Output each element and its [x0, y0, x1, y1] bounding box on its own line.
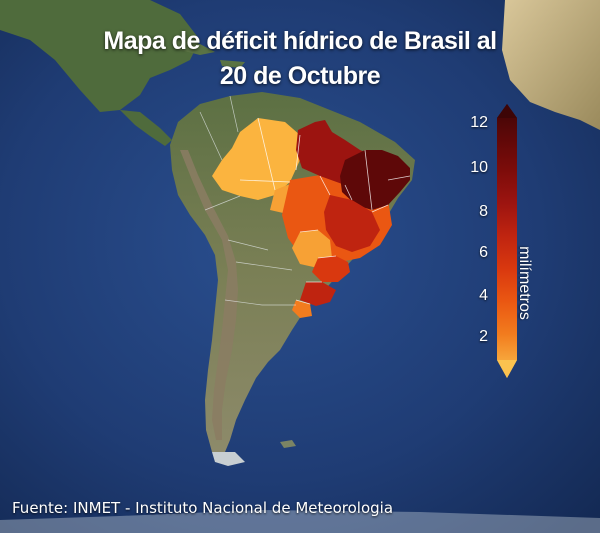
map-title-line-1: Mapa de déficit hídrico de Brasil al [103, 27, 497, 55]
andes-ridge [180, 150, 238, 440]
country-borders [199, 95, 296, 306]
deficit-zone-extreme-northeast [340, 150, 410, 210]
source-credit: Fuente: INMET - Instituto Nacional de Me… [12, 499, 394, 517]
tierra-del-fuego [212, 452, 245, 466]
legend-tick-2: 2 [479, 328, 488, 345]
legend-tick-12: 12 [470, 114, 488, 131]
legend-tick-8: 8 [479, 203, 488, 220]
legend-bottom-arrow [497, 360, 517, 378]
africa-landmass [502, 0, 600, 130]
legend-bar [497, 104, 517, 378]
legend-colorbar [497, 104, 517, 378]
legend-tick-6: 6 [479, 244, 488, 261]
legend-tick-4: 4 [479, 287, 488, 304]
deficit-zone-southeast [312, 256, 350, 282]
deficit-zone-high-interior [324, 195, 380, 252]
falkland-islands [280, 440, 296, 448]
antarctic-ice [0, 510, 600, 533]
legend-unit-label: milímetros [516, 246, 533, 320]
brazil-deficit-overlay [212, 117, 411, 318]
north-america-landmass [0, 0, 200, 112]
caribbean-islands [175, 40, 262, 76]
map-title-line-2: 20 de Octubre [219, 62, 381, 90]
deficit-zone-low-amazon [212, 118, 300, 200]
legend-tick-10: 10 [470, 159, 488, 176]
deficit-zone-far-south [292, 300, 312, 318]
state-borders [239, 117, 411, 305]
legend-top-arrow [497, 104, 517, 118]
central-america-landmass [120, 110, 172, 146]
deficit-zone-south [300, 282, 336, 306]
